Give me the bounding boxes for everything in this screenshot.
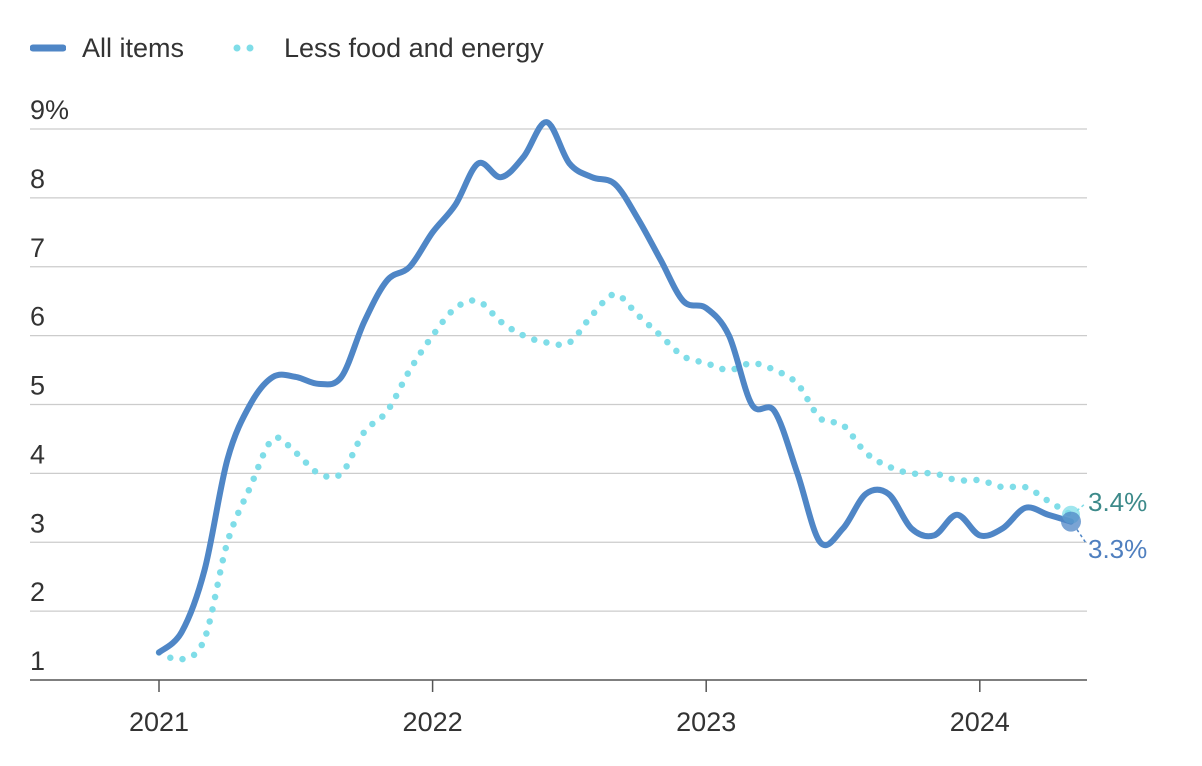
y-tick-label: 2 (30, 577, 45, 607)
series-line-less-food-and-energy (155, 291, 1075, 663)
y-tick-label: 6 (30, 302, 45, 332)
legend-label-all-items: All items (82, 32, 185, 63)
leader-line-all-items (1076, 529, 1087, 544)
end-label-less-food-and-energy: 3.4% (1088, 487, 1147, 517)
y-tick-label: 7 (30, 233, 45, 263)
legend-swatch-all-items (30, 44, 66, 52)
y-tick-label: 3 (30, 508, 45, 538)
x-tick-label: 2023 (676, 707, 736, 737)
legend: All items Less food and energy (30, 28, 592, 68)
end-label-all-items: 3.3% (1088, 534, 1147, 564)
y-tick-label: 1 (30, 646, 45, 676)
y-tick-label: 5 (30, 371, 45, 401)
x-tick-label: 2021 (129, 707, 189, 737)
series-line-all-items (156, 119, 1074, 656)
y-tick-label: 8 (30, 164, 45, 194)
y-tick-label: 9% (30, 95, 69, 125)
x-tick-label: 2024 (950, 707, 1010, 737)
y-tick-label: 4 (30, 439, 45, 469)
legend-label-core: Less food and energy (284, 32, 544, 63)
x-tick-label: 2022 (403, 707, 463, 737)
legend-item-core: Less food and energy (232, 33, 544, 64)
leader-line-core (1076, 502, 1087, 512)
legend-item-all-items: All items (30, 33, 184, 64)
legend-swatch-core (233, 44, 267, 52)
end-marker-all-items (1061, 511, 1081, 532)
